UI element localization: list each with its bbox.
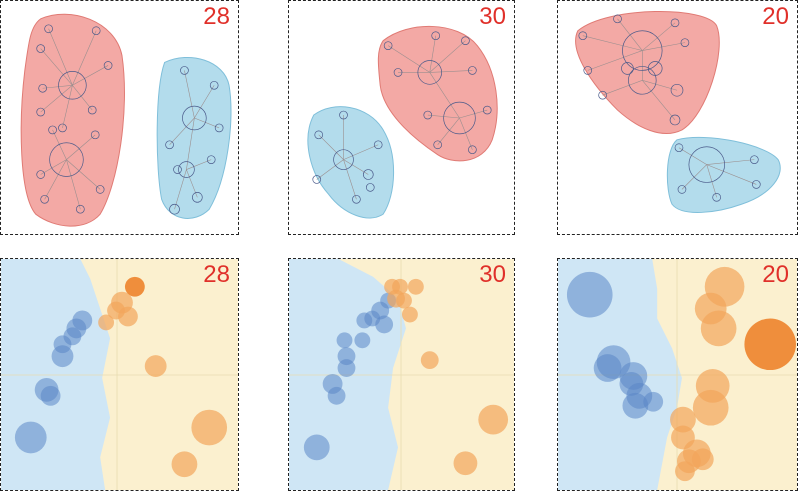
blue-cluster-hull — [156, 56, 232, 219]
panel-number: 20 — [762, 3, 789, 30]
panel-number: 30 — [479, 261, 506, 288]
scatter-20-drawing — [558, 259, 797, 490]
panel-number: 30 — [479, 3, 506, 30]
red-cluster-hull — [377, 25, 498, 162]
graph-panel-20: 20 — [557, 0, 798, 235]
scatter-panel-28: 28 — [0, 258, 239, 491]
panel-number: 28 — [203, 3, 230, 30]
red-cluster-hull — [20, 13, 125, 227]
scatter-panel-20: 20 — [557, 258, 798, 491]
graph-30-drawing — [307, 25, 498, 219]
panel-number: 20 — [762, 261, 789, 288]
blue-cluster-hull — [307, 106, 395, 219]
graph-panel-30: 30 — [288, 0, 515, 235]
graph-panel-28: 28 — [0, 0, 239, 235]
blue-cluster-hull — [666, 136, 781, 213]
panel-number: 28 — [203, 261, 230, 288]
red-cluster-hull — [575, 10, 720, 134]
scatter-30-drawing — [289, 259, 514, 490]
graph-28-drawing — [20, 13, 232, 227]
scatter-28-drawing — [1, 259, 238, 490]
scatter-panel-30: 30 — [288, 258, 515, 491]
graph-20-drawing — [575, 10, 781, 213]
blue-region — [1, 259, 111, 490]
